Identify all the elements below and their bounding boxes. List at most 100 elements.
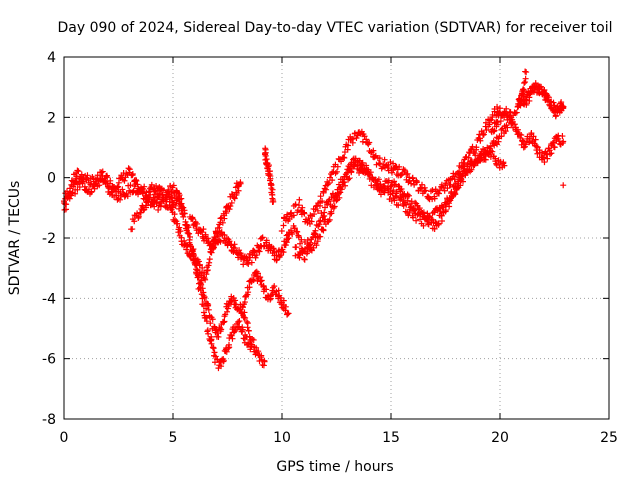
data-point	[431, 195, 438, 202]
data-point	[138, 186, 145, 193]
data-point	[219, 219, 226, 226]
data-point	[551, 144, 558, 151]
data-point	[494, 103, 501, 110]
data-point	[301, 256, 308, 263]
data-point	[326, 216, 333, 223]
data-point	[226, 206, 233, 213]
data-point	[121, 177, 128, 184]
data-point	[155, 206, 162, 213]
data-point	[239, 326, 246, 333]
data-point	[322, 204, 329, 211]
data-point	[200, 309, 207, 316]
data-point	[544, 155, 551, 162]
data-point	[502, 128, 509, 135]
data-point	[182, 218, 189, 225]
data-point	[245, 260, 252, 267]
data-point	[311, 211, 318, 218]
data-point	[329, 177, 336, 184]
data-point	[228, 199, 235, 206]
data-point	[181, 210, 188, 217]
data-point	[501, 109, 508, 116]
data-point	[381, 187, 388, 194]
data-point	[435, 190, 442, 197]
data-point	[545, 94, 552, 101]
data-point	[442, 207, 449, 214]
data-point	[185, 224, 192, 231]
data-point	[495, 138, 502, 145]
data-point	[172, 216, 179, 223]
data-point	[263, 286, 270, 293]
data-point	[172, 202, 179, 209]
data-point	[289, 230, 296, 237]
data-point	[96, 182, 103, 189]
data-point	[417, 185, 424, 192]
data-point	[520, 86, 527, 93]
data-point	[407, 204, 414, 211]
data-point	[280, 249, 287, 256]
data-point	[99, 168, 106, 175]
data-point	[296, 254, 303, 261]
data-point	[147, 191, 154, 198]
data-point	[359, 159, 366, 166]
data-point	[508, 114, 515, 121]
data-point	[521, 87, 528, 94]
data-point	[333, 168, 340, 175]
data-point	[156, 190, 163, 197]
data-point	[299, 249, 306, 256]
data-point	[142, 202, 149, 209]
data-point	[217, 238, 224, 245]
data-point	[429, 217, 436, 224]
data-point	[257, 278, 264, 285]
data-point	[239, 304, 246, 311]
data-point	[187, 253, 194, 260]
data-point	[189, 215, 196, 222]
data-point	[186, 236, 193, 243]
data-point	[299, 204, 306, 211]
x-tick-label: 20	[491, 430, 509, 446]
data-point	[206, 242, 213, 249]
data-point	[548, 150, 555, 157]
data-point	[267, 177, 274, 184]
data-point	[103, 173, 110, 180]
data-point	[316, 221, 323, 228]
data-point	[294, 228, 301, 235]
data-point	[269, 191, 276, 198]
data-point	[221, 318, 228, 325]
data-point	[371, 153, 378, 160]
data-point	[363, 168, 370, 175]
data-point	[205, 330, 212, 337]
data-point	[155, 194, 162, 201]
data-point	[425, 195, 432, 202]
data-point	[225, 302, 232, 309]
data-point	[225, 345, 232, 352]
data-point	[208, 249, 215, 256]
data-points	[60, 68, 567, 372]
data-point	[124, 193, 131, 200]
data-point	[134, 210, 141, 217]
data-point	[551, 102, 558, 109]
data-point	[416, 205, 423, 212]
data-point	[473, 144, 480, 151]
data-point	[426, 213, 433, 220]
data-point	[328, 210, 335, 217]
axis-ticks: 0 5 10 15 20 25 -8 -6 -4 -2 0 2 4	[42, 50, 618, 446]
data-point	[170, 182, 177, 189]
data-point	[482, 119, 489, 126]
data-point	[532, 136, 539, 143]
data-point	[312, 227, 319, 234]
data-point	[258, 277, 265, 284]
data-point	[241, 299, 248, 306]
data-point	[324, 181, 331, 188]
data-point	[507, 109, 514, 116]
data-point	[560, 138, 567, 145]
data-point	[133, 177, 140, 184]
data-point	[408, 198, 415, 205]
data-point	[242, 314, 249, 321]
data-point	[178, 203, 185, 210]
data-point	[229, 335, 236, 342]
data-point	[270, 245, 277, 252]
series-track-e	[239, 268, 292, 318]
data-point	[254, 270, 261, 277]
data-point	[199, 285, 206, 292]
